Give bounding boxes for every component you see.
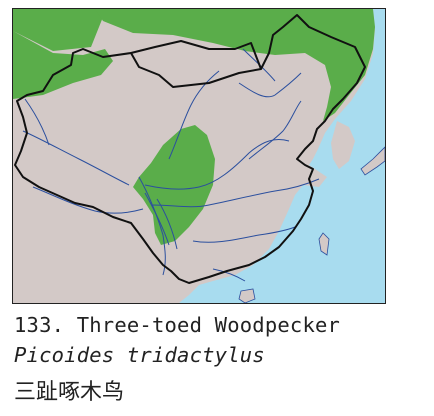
mongolia-border (130, 40, 262, 70)
taiwan-island (318, 232, 330, 256)
species-scientific-name: Picoides tridactylus (14, 343, 265, 367)
korean-peninsula (331, 121, 355, 169)
species-number-and-common-name: 133. Three-toed Woodpecker (14, 313, 341, 337)
hainan-island (238, 288, 256, 303)
range-area-north-east (95, 9, 375, 121)
japan-islands (360, 146, 385, 176)
rivers (22, 48, 320, 282)
range-area-north (13, 9, 113, 99)
china-border (14, 14, 366, 284)
range-map-svg (13, 9, 385, 303)
range-map (12, 8, 386, 304)
species-chinese-name: 三趾啄木鸟 (14, 380, 125, 405)
range-area-southwest (133, 125, 215, 245)
